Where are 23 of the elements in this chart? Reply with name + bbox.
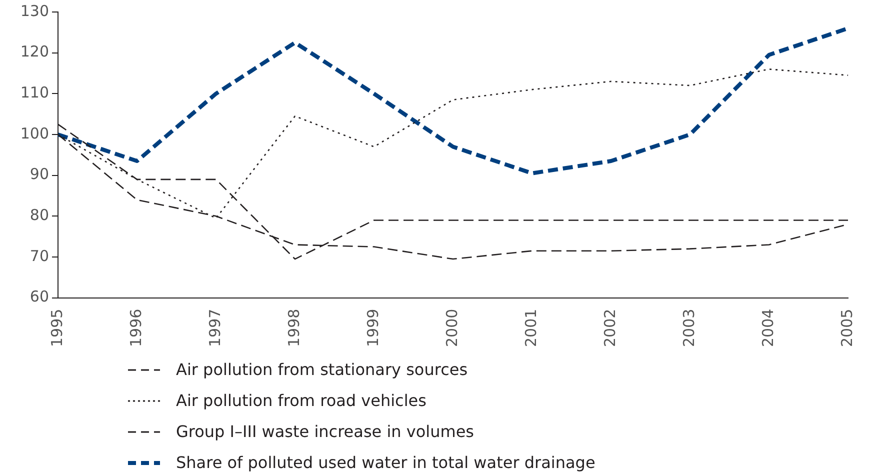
legend-label: Share of polluted used water in total water drainage (176, 453, 596, 472)
legend-label: Group I–III waste increase in volumes (176, 422, 474, 441)
x-tick-label: 2004 (758, 308, 777, 348)
x-tick-label: 1998 (284, 308, 303, 348)
x-tick-label: 1995 (48, 308, 66, 348)
x-tick-label: 2002 (600, 308, 619, 348)
x-tick-label: 2000 (442, 308, 461, 348)
x-tick-label: 1999 (364, 308, 382, 348)
y-tick-label: 60 (30, 288, 49, 306)
legend-label: Air pollution from stationary sources (176, 360, 468, 379)
y-tick-label: 70 (30, 246, 49, 265)
y-tick-label: 110 (20, 84, 49, 102)
x-tick-label: 1996 (126, 308, 145, 348)
legend-label: Air pollution from road vehicles (176, 391, 426, 410)
y-tick-label: 80 (30, 206, 49, 224)
y-tick-label: 90 (30, 165, 49, 184)
y-tick-label: 100 (20, 124, 49, 142)
x-tick-label: 2001 (522, 308, 540, 348)
y-tick-label: 130 (20, 2, 49, 20)
x-tick-label: 2005 (838, 308, 856, 348)
y-tick-label: 120 (20, 42, 49, 61)
x-tick-label: 2003 (680, 308, 698, 348)
x-tick-label: 1997 (206, 308, 224, 348)
